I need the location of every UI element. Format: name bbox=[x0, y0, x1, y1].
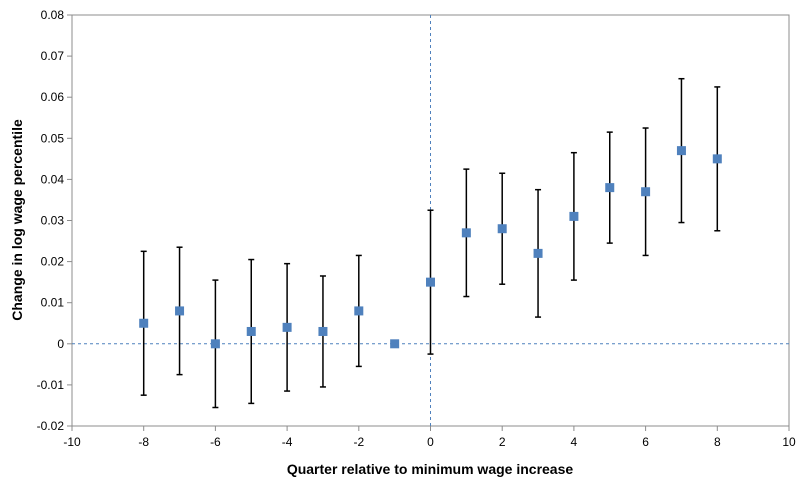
x-tick-label: -6 bbox=[210, 435, 221, 449]
data-point-marker bbox=[282, 322, 292, 332]
x-tick-label: -8 bbox=[138, 435, 149, 449]
data-point-marker bbox=[712, 154, 722, 164]
y-tick-label: 0.01 bbox=[41, 296, 65, 310]
data-point-marker bbox=[246, 326, 256, 336]
data-point-marker bbox=[318, 326, 328, 336]
x-tick-label: 0 bbox=[427, 435, 434, 449]
data-markers bbox=[139, 146, 722, 349]
data-point-marker bbox=[426, 277, 435, 287]
y-tick-label: 0.05 bbox=[41, 131, 65, 145]
data-point-marker bbox=[210, 339, 220, 349]
x-tick-label: -4 bbox=[282, 435, 293, 449]
x-tick-label: 10 bbox=[782, 435, 796, 449]
x-tick-label: 6 bbox=[642, 435, 649, 449]
y-tick-label: 0.08 bbox=[41, 8, 65, 22]
x-tick-label: 2 bbox=[499, 435, 506, 449]
y-tick-label: -0.01 bbox=[37, 378, 65, 392]
x-tick-label: 4 bbox=[571, 435, 578, 449]
data-point-marker bbox=[497, 224, 507, 234]
y-tick-label: 0.06 bbox=[41, 90, 65, 104]
data-point-marker bbox=[139, 318, 149, 328]
x-axis-ticks: -10 -8 -6 -4 -2 0 2 4 6 8 10 bbox=[63, 426, 796, 449]
y-tick-label: 0.03 bbox=[41, 214, 65, 228]
x-tick-label: -10 bbox=[63, 435, 81, 449]
y-tick-label: -0.02 bbox=[37, 419, 65, 433]
data-point-marker bbox=[175, 306, 185, 316]
y-tick-label: 0.07 bbox=[41, 49, 65, 63]
data-point-marker bbox=[390, 339, 400, 349]
data-point-marker bbox=[569, 211, 579, 221]
data-point-marker bbox=[605, 183, 615, 193]
data-point-marker bbox=[354, 306, 364, 316]
x-tick-label: -2 bbox=[353, 435, 364, 449]
y-tick-label: 0.04 bbox=[41, 172, 65, 186]
data-point-marker bbox=[461, 228, 471, 238]
data-point-marker bbox=[533, 248, 543, 258]
x-tick-label: 8 bbox=[714, 435, 721, 449]
x-axis-title: Quarter relative to minimum wage increas… bbox=[287, 461, 574, 477]
y-axis-ticks: -0.02 -0.01 0 0.01 0.02 0.03 0.04 0.05 0.06 0.07 0… bbox=[37, 8, 72, 433]
data-point-marker bbox=[641, 187, 651, 197]
data-point-marker bbox=[676, 146, 686, 156]
y-axis-title: Change in log wage percentile bbox=[9, 119, 25, 321]
y-tick-label: 0 bbox=[57, 337, 64, 351]
y-tick-label: 0.02 bbox=[41, 255, 65, 269]
